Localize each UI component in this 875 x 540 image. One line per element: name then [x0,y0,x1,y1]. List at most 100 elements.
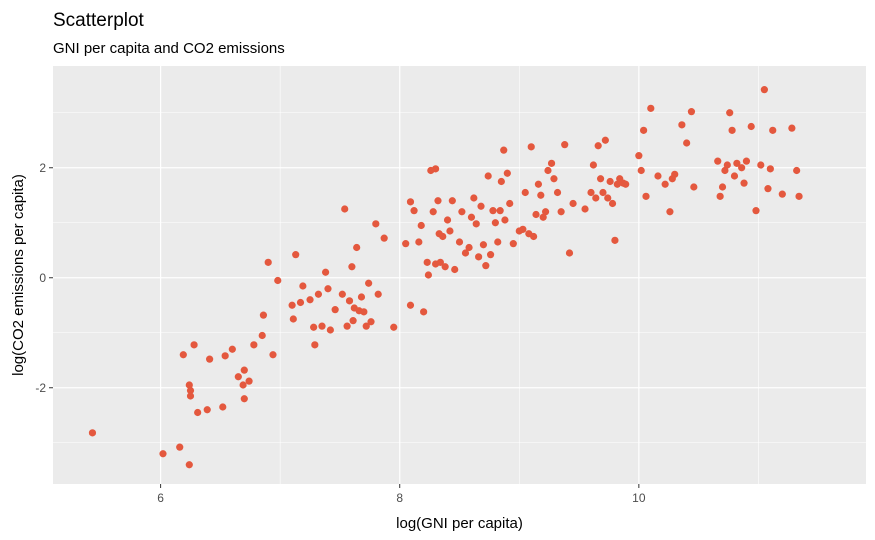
data-point [250,341,258,349]
data-point [733,159,741,167]
data-point [390,323,398,331]
data-point [592,194,600,202]
data-point [185,461,193,469]
data-point [519,225,527,233]
data-point [240,395,248,403]
data-point [221,352,229,360]
data-point [467,213,476,221]
data-point [635,152,643,160]
data-point [747,122,755,131]
data-point [757,161,765,169]
data-point [239,381,247,389]
data-point [374,290,382,298]
y-tick-label: -2 [35,381,46,395]
data-point [472,220,480,228]
data-point [613,180,621,188]
data-point [716,192,724,200]
data-point [647,104,655,112]
data-point [372,220,380,228]
data-point [431,165,440,173]
data-point [553,188,562,197]
data-point [769,126,777,134]
data-point [159,450,167,458]
data-point [341,205,349,213]
data-point [436,258,444,266]
data-point [738,164,746,172]
data-point [723,161,731,169]
data-point [565,249,574,257]
data-point [318,322,326,330]
data-point [604,194,612,202]
data-point [367,318,375,326]
data-point [544,166,552,175]
data-point [497,177,505,186]
data-point [461,249,470,257]
data-point [306,296,314,304]
chart-title: Scatterplot [53,10,145,31]
data-point [581,205,589,213]
data-point [541,208,550,216]
data-point [465,243,473,252]
data-point [314,290,323,298]
data-point [415,238,423,246]
data-point [606,177,614,186]
data-point [642,192,650,200]
data-point [671,170,679,178]
chart-subtitle: GNI per capita and CO2 emissions [53,40,285,57]
data-point [596,175,605,183]
data-point [475,253,483,261]
data-point [455,238,464,246]
x-axis-title: log(GNI per capita) [396,515,523,532]
data-point [793,166,801,175]
data-point [410,207,418,215]
data-point [661,180,669,188]
data-point [760,86,768,94]
data-point [190,341,198,349]
data-point [357,293,366,301]
data-point [599,188,607,197]
data-point [446,227,454,235]
data-point [353,243,361,252]
data-points [88,86,803,469]
data-point [718,183,727,191]
data-point [521,188,529,197]
data-point [264,258,272,266]
data-point [589,161,598,169]
y-tick-label: 0 [39,271,46,285]
data-point [289,315,297,323]
plot-panel [53,66,866,484]
data-point [795,192,803,200]
data-point [470,194,478,202]
data-point [714,157,722,165]
data-point [179,351,187,359]
data-point [234,373,242,381]
data-point [349,317,357,325]
data-point [402,240,410,248]
data-point [269,351,277,359]
data-point [486,251,495,259]
data-point [778,190,786,198]
data-point [274,276,282,285]
data-point [345,297,354,305]
data-point [420,308,428,316]
data-point [539,213,547,221]
data-point [622,180,630,188]
data-point [343,322,351,330]
data-point [186,386,195,395]
data-point [441,263,449,271]
data-point [288,301,296,309]
data-point [594,142,602,150]
data-point [380,234,388,242]
data-point [88,429,97,437]
data-point [417,221,425,230]
data-point [640,126,648,134]
data-point [601,136,609,144]
data-point [503,169,511,177]
data-point [429,208,437,216]
data-point [569,199,577,208]
data-point [726,109,734,117]
data-point [683,139,691,147]
data-point [482,262,490,270]
data-point [424,271,433,279]
